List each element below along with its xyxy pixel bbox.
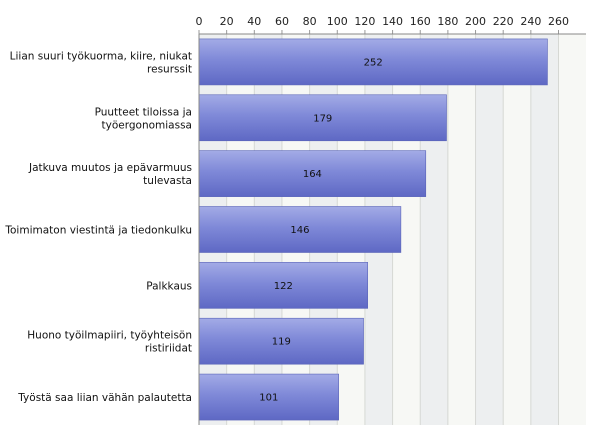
x-tick-label: 60	[275, 15, 289, 28]
plot-band	[503, 34, 531, 425]
x-tick-label: 240	[520, 15, 541, 28]
bar	[198, 262, 368, 309]
category-label: Liian suuri työkuorma, kiire, niukat resu…	[10, 50, 192, 75]
bar	[198, 38, 548, 86]
plot-band	[420, 34, 448, 425]
plot-band	[558, 34, 586, 425]
plot-band	[530, 34, 559, 425]
bar-value-label: 146	[290, 225, 309, 236]
bar	[198, 94, 447, 142]
x-tick-label: 80	[303, 15, 317, 28]
x-tick-label: 100	[327, 15, 348, 28]
bar-value-label: 119	[272, 337, 291, 348]
bar	[198, 373, 339, 421]
axes	[198, 30, 586, 425]
bar-value-label: 122	[274, 281, 293, 292]
x-tick-label: 260	[548, 15, 569, 28]
bar	[198, 206, 402, 253]
bar-value-label: 179	[313, 113, 332, 124]
x-tick-label: 180	[437, 15, 458, 28]
bar	[198, 317, 364, 365]
bars	[198, 38, 548, 421]
x-tick-label: 220	[493, 15, 514, 28]
bar-value-label: 101	[259, 393, 278, 404]
x-tick-label: 200	[465, 15, 486, 28]
x-tick-label: 140	[382, 15, 403, 28]
bar-value-label: 164	[303, 169, 322, 180]
category-label: Puutteet tiloissa ja työergonomiassa	[95, 106, 192, 131]
plot-band	[475, 34, 504, 425]
labels: 0 20 40 60 80 100 120 140 160 180 200 220 240 260 252 L…	[4, 15, 569, 404]
x-tick-label: 160	[410, 15, 431, 28]
x-tick-label: 0	[196, 15, 203, 28]
category-label: Toimimaton viestintä ja tiedonkulku	[4, 225, 192, 237]
x-tick-label: 20	[220, 15, 234, 28]
x-tick-label: 40	[247, 15, 261, 28]
bar	[198, 150, 427, 197]
bar-value-label: 252	[364, 57, 383, 68]
category-label: Palkkaus	[146, 280, 192, 292]
category-label: Työstä saa liian vähän palautetta	[17, 392, 192, 404]
category-label: Jatkuva muutos ja epävarmuus tulevasta	[28, 162, 192, 187]
plot-band	[447, 34, 476, 425]
x-tick-label: 120	[354, 15, 375, 28]
category-label: Huono työilmapiiri, työyhteisön ristiriid…	[27, 330, 192, 355]
